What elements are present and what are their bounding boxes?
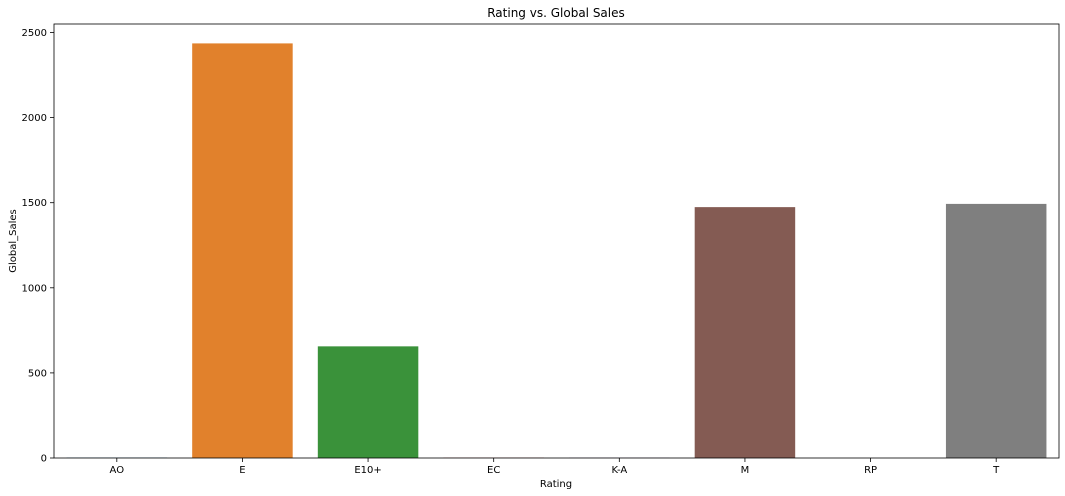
y-tick-label: 0 <box>41 454 47 465</box>
x-tick-label: EC <box>487 465 500 476</box>
y-tick-label: 2000 <box>22 113 47 124</box>
bar-e10 <box>317 346 419 458</box>
y-tick-label: 500 <box>28 368 47 379</box>
y-axis-label: Global_Sales <box>8 209 19 273</box>
plot-frame <box>53 23 1060 459</box>
y-axis: 0 500 1000 1500 2000 2500 <box>22 28 54 465</box>
x-tick-label: T <box>992 465 1000 476</box>
x-axis-label: Rating <box>540 479 572 490</box>
bar-t <box>945 203 1047 458</box>
x-tick-label: K-A <box>611 465 627 476</box>
bars-group <box>66 43 1047 459</box>
x-tick-label: RP <box>864 465 877 476</box>
x-tick-label: E <box>239 465 245 476</box>
bar-m <box>694 207 796 458</box>
x-tick-label: E10+ <box>354 465 381 476</box>
y-tick-label: 1500 <box>22 198 47 209</box>
bar-e <box>192 43 293 459</box>
x-tick-label: M <box>741 465 750 476</box>
y-tick-label: 1000 <box>22 283 47 294</box>
x-axis: AO E E10+ EC K-A M RP T <box>110 458 1000 476</box>
chart-title: Rating vs. Global Sales <box>487 6 625 20</box>
x-tick-label: AO <box>110 465 125 476</box>
y-tick-label: 2500 <box>22 28 47 39</box>
